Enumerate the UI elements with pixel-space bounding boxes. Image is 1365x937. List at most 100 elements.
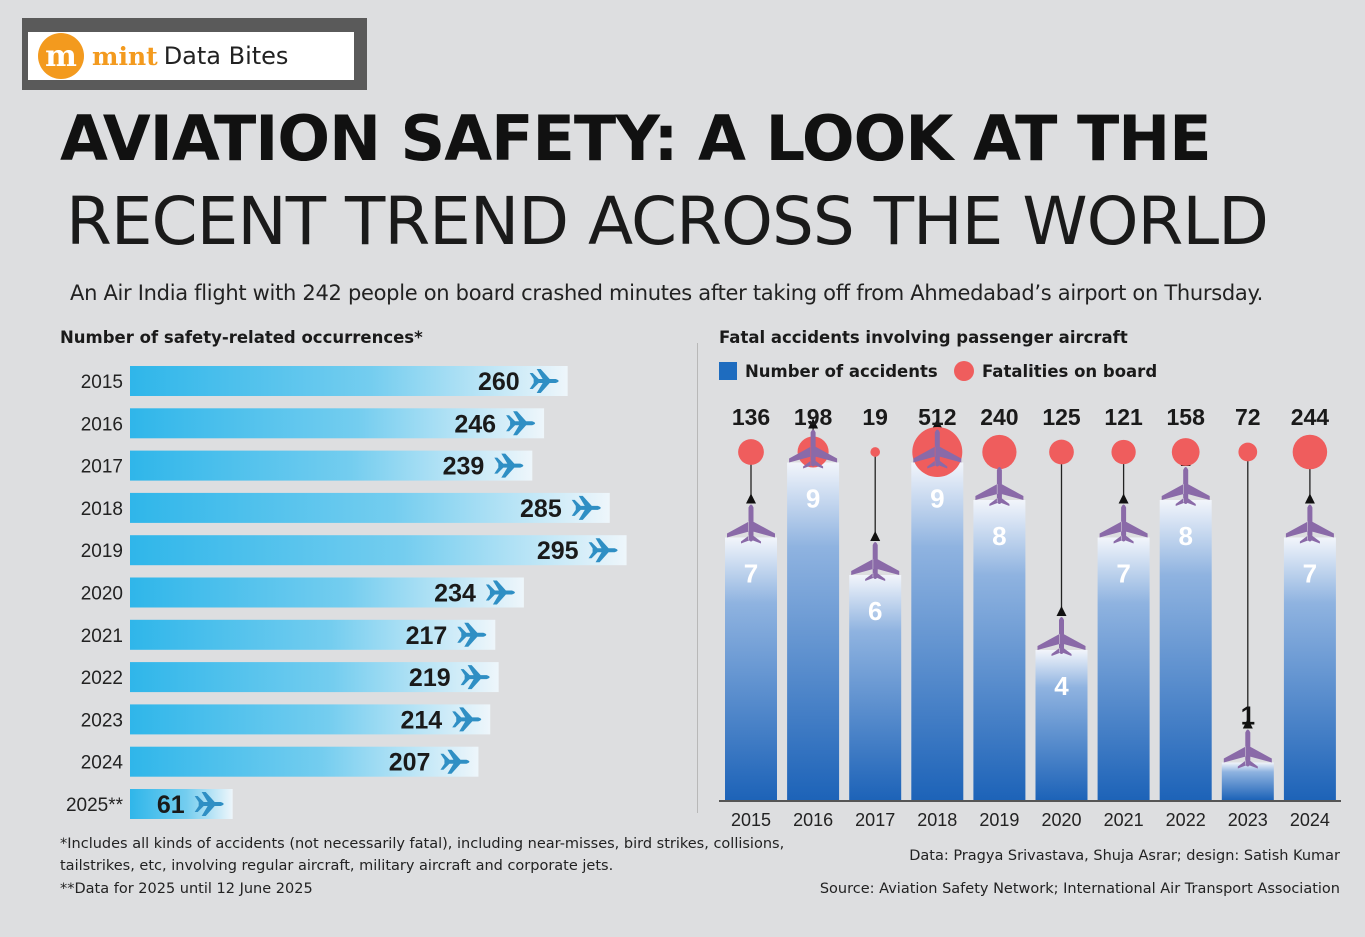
footnote-1-line2: tailstrikes, etc, involving regular airc…: [60, 858, 614, 874]
accident-column: [849, 575, 902, 800]
mint-logo-icon: m: [38, 33, 84, 79]
legend-dot-icon: [954, 361, 974, 381]
brand-badge: m mint Data Bites: [22, 18, 367, 90]
accident-column: [1283, 537, 1336, 800]
plane-icon: [851, 542, 900, 581]
occurrence-value: 239: [443, 453, 485, 481]
accident-value: 7: [1116, 559, 1130, 589]
plane-icon: [571, 495, 601, 520]
accident-column: [911, 462, 964, 800]
occurrence-value: 214: [401, 706, 443, 734]
accident-value: 7: [744, 559, 758, 589]
arrow-head-icon: [1118, 493, 1129, 504]
occurrence-value: 285: [520, 495, 562, 523]
plane-icon: [506, 411, 536, 436]
legend-accidents: Number of accidents: [719, 360, 938, 382]
fatality-dot: [1049, 439, 1074, 465]
accident-value: 8: [1178, 521, 1192, 551]
plane-icon: [789, 429, 838, 469]
plane-icon: [440, 749, 470, 774]
occurrence-value: 217: [406, 622, 448, 650]
arrow-head-icon: [870, 531, 881, 541]
accident-value: 8: [992, 521, 1006, 551]
plane-icon: [194, 792, 224, 816]
year-label: 2024: [81, 753, 124, 774]
legend-square-icon: [719, 362, 737, 380]
fatality-value: 198: [794, 404, 833, 430]
x-axis-line: [719, 800, 1341, 802]
arrow-head-icon: [1056, 606, 1067, 616]
fatality-value: 136: [732, 404, 770, 430]
occurrence-bar: [130, 366, 568, 396]
fatality-value: 244: [1291, 404, 1330, 430]
footnote-2: **Data for 2025 until 12 June 2025: [60, 881, 313, 897]
subtitle: An Air India flight with 242 people on b…: [70, 281, 1263, 305]
legend-fatalities: Fatalities on board: [954, 360, 1157, 382]
plane-icon: [529, 369, 559, 393]
occurrence-value: 234: [434, 580, 476, 608]
accident-value: 1: [1241, 701, 1255, 731]
accident-value: 7: [1303, 559, 1317, 589]
fatality-value: 512: [918, 404, 956, 430]
occurrences-bar-chart: 2015 260 2016 246 2017 239 2018 285 2019 295 2020 2…: [66, 366, 627, 819]
year-tick-label: 2022: [1166, 810, 1206, 830]
year-label: 2025**: [66, 795, 124, 816]
brand-label: m mint Data Bites: [28, 32, 354, 80]
occurrence-bar: [130, 746, 479, 777]
year-label: 2023: [81, 710, 123, 731]
year-label: 2019: [81, 541, 123, 562]
occurrence-bar: [130, 662, 499, 693]
plane-icon: [727, 504, 775, 544]
occurrence-value: 219: [409, 664, 451, 692]
year-label: 2015: [81, 372, 123, 393]
occurrence-bar: [130, 577, 524, 608]
source-credit: Source: Aviation Safety Network; Interna…: [819, 881, 1340, 897]
year-tick-label: 2016: [793, 810, 833, 830]
fatality-dot: [1292, 434, 1328, 470]
occurrence-value: 246: [454, 410, 496, 438]
plane-icon: [1223, 729, 1272, 769]
occurrence-bar: [130, 535, 627, 566]
headline-line1: AVIATION SAFETY: A LOOK AT THE: [60, 102, 1212, 175]
occurrence-bar: [130, 450, 533, 481]
fatality-dot: [1111, 439, 1136, 465]
left-chart-title: Number of safety-related occurrences*: [60, 328, 423, 347]
plane-icon: [588, 538, 618, 563]
plane-icon: [494, 453, 524, 478]
fatality-value: 158: [1167, 404, 1206, 430]
fatality-dot: [1238, 442, 1258, 462]
plane-icon: [1285, 504, 1334, 544]
accident-column: [1159, 500, 1212, 800]
plane-icon: [975, 467, 1024, 506]
year-tick-label: 2023: [1228, 810, 1268, 830]
occurrence-value: 207: [389, 749, 431, 777]
fatality-dot: [870, 447, 881, 457]
arrow-head-icon: [808, 418, 819, 429]
brand-section: Data Bites: [163, 42, 289, 70]
arrow-head-icon: [932, 418, 943, 429]
right-chart-title: Fatal accidents involving passenger airc…: [719, 328, 1128, 347]
year-label: 2018: [81, 499, 123, 520]
fatality-dot: [982, 434, 1017, 470]
arrow-head-icon: [1242, 718, 1253, 729]
year-label: 2020: [81, 584, 123, 605]
accident-value: 6: [868, 596, 882, 626]
occurrence-bar: [130, 619, 496, 650]
accident-column: [973, 500, 1026, 800]
occurrence-bar: [130, 704, 491, 735]
year-tick-label: 2015: [731, 810, 771, 830]
year-tick-label: 2021: [1104, 810, 1144, 830]
accident-column: [725, 537, 777, 800]
occurrence-value: 61: [157, 791, 185, 819]
brand-name: mint: [92, 41, 158, 71]
legend-accidents-label: Number of accidents: [745, 361, 938, 381]
accident-value: 9: [806, 484, 820, 514]
plane-icon: [1161, 467, 1210, 506]
data-credit: Data: Pragya Srivastava, Shuja Asrar; de…: [909, 848, 1340, 864]
plane-icon: [460, 665, 490, 690]
arrow-head-icon: [1304, 493, 1315, 504]
year-tick-label: 2019: [979, 810, 1019, 830]
accident-value: 9: [930, 484, 944, 514]
headline-line2: RECENT TREND ACROSS THE WORLD: [66, 183, 1269, 260]
